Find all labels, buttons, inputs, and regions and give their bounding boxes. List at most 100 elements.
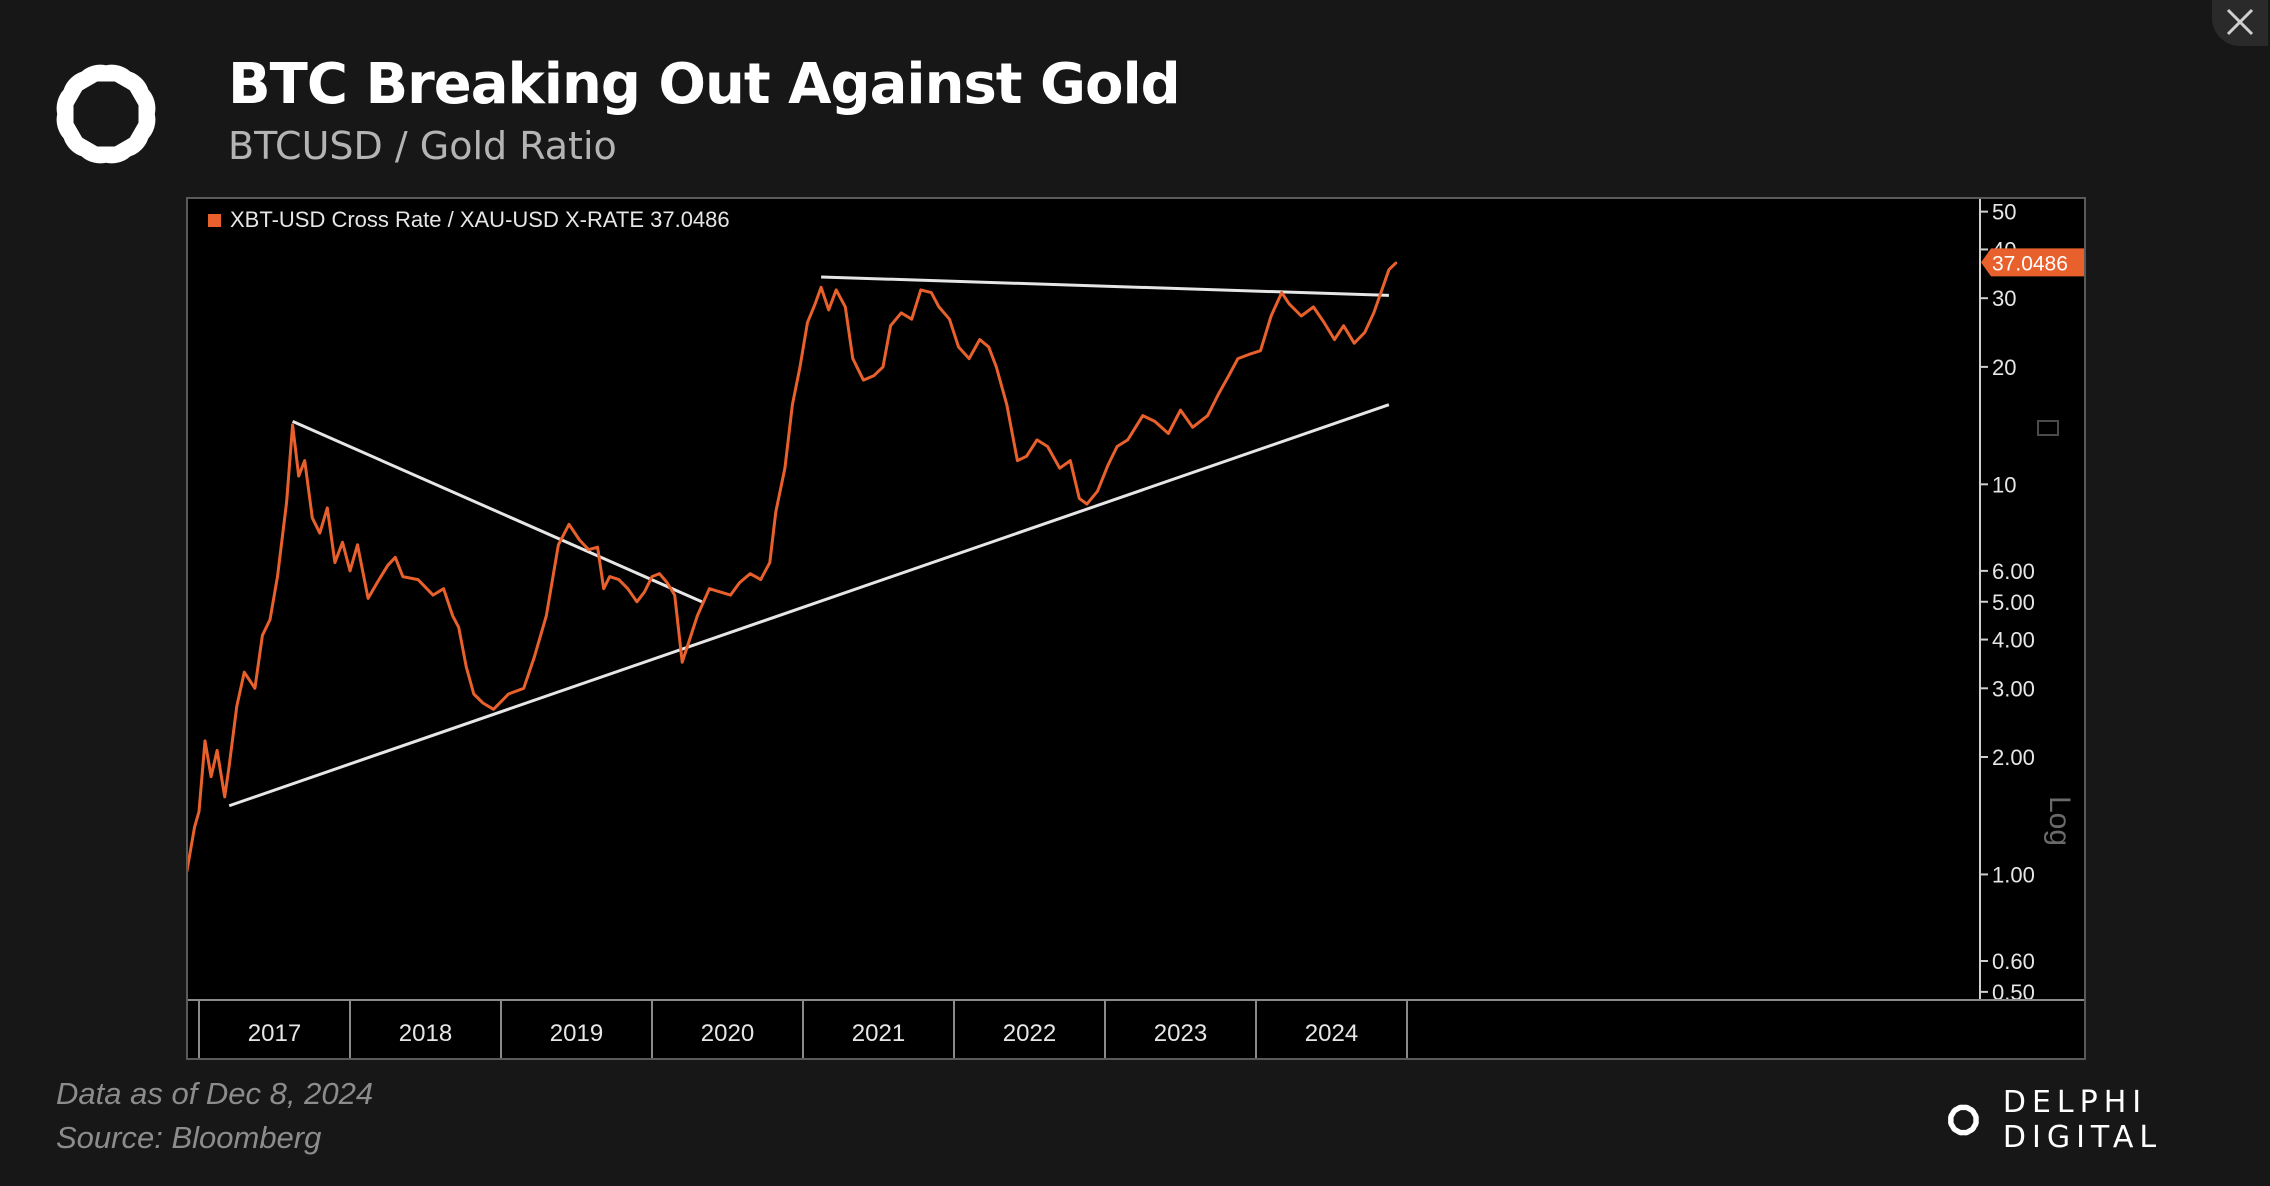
- data-point-77: [784, 467, 786, 470]
- data-point-14: [223, 796, 226, 798]
- axis-menu-icon[interactable]: [2037, 420, 2059, 436]
- data-point-30: [341, 541, 344, 544]
- data-point-130: [1312, 306, 1315, 308]
- data-point-49: [533, 656, 535, 659]
- data-point-93: [920, 289, 922, 291]
- data-point-83: [827, 309, 830, 311]
- data-point-100: [987, 346, 990, 348]
- trendline-3: [821, 275, 1389, 297]
- data-point-123: [1237, 357, 1239, 360]
- data-point-96: [948, 318, 951, 320]
- data-point-9: [193, 826, 196, 829]
- close-icon: [2226, 8, 2254, 36]
- chart-plot: 50403020106.005.004.003.002.001.000.600.…: [188, 199, 2084, 1058]
- data-point-40: [442, 587, 445, 590]
- series-line-1: [188, 261, 1398, 873]
- data-point-113: [1116, 445, 1118, 448]
- data-point-59: [627, 587, 629, 590]
- data-point-72: [738, 581, 741, 584]
- page-subtitle: BTCUSD / Gold Ratio: [228, 124, 617, 168]
- footer-source: Source: Bloomberg: [56, 1120, 322, 1155]
- data-point-111: [1096, 490, 1099, 493]
- data-point-36: [394, 556, 397, 559]
- data-point-79: [799, 366, 801, 368]
- data-point-132: [1333, 338, 1336, 341]
- y-tick-label: 1.00: [1992, 862, 2035, 887]
- close-button[interactable]: [2212, 0, 2268, 46]
- data-point-95: [938, 306, 940, 308]
- trendlines: [228, 275, 1390, 808]
- data-point-44: [473, 693, 475, 695]
- chart-frame: 50403020106.005.004.003.002.001.000.600.…: [186, 197, 2086, 1060]
- data-point-91: [900, 312, 902, 314]
- data-point-10: [198, 810, 200, 813]
- data-point-70: [719, 591, 721, 593]
- data-point-29: [334, 561, 336, 564]
- data-point-92: [910, 318, 913, 320]
- data-point-68: [696, 615, 699, 617]
- data-point-80: [806, 321, 809, 324]
- data-point-13: [216, 749, 218, 752]
- data-point-82: [820, 286, 822, 289]
- data-point-26: [311, 517, 314, 519]
- data-point-90: [889, 324, 892, 327]
- x-tick-label: 2019: [550, 1020, 603, 1047]
- data-point-15: [228, 764, 230, 767]
- data-point-71: [729, 594, 732, 596]
- y-tick-label: 4.00: [1992, 628, 2035, 653]
- data-point-32: [356, 544, 359, 546]
- data-point-115: [1142, 414, 1144, 417]
- data-point-112: [1107, 464, 1109, 466]
- data-point-69: [708, 587, 711, 590]
- data-point-12: [210, 775, 212, 778]
- data-point-134: [1353, 342, 1355, 344]
- x-tick-label: 2022: [1003, 1020, 1056, 1047]
- data-point-61: [643, 591, 646, 593]
- data-point-108: [1069, 459, 1072, 462]
- data-point-126: [1270, 315, 1272, 317]
- data-point-42: [457, 626, 460, 629]
- data-point-23: [291, 424, 294, 426]
- data-point-18: [254, 687, 256, 690]
- trendline-1: [228, 403, 1390, 808]
- data-point-39: [432, 594, 434, 596]
- data-point-139: [1395, 261, 1398, 264]
- data-point-110: [1086, 503, 1088, 505]
- data-point-52: [568, 523, 570, 526]
- y-axis: 50403020106.005.004.003.002.001.000.600.…: [1979, 199, 2035, 1005]
- data-point-103: [1016, 459, 1019, 462]
- legend-label: XBT-USD Cross Rate / XAU-USD X-RATE 37.0…: [230, 207, 730, 232]
- data-point-138: [1388, 268, 1390, 271]
- x-tick-label: 2020: [701, 1020, 754, 1047]
- data-point-87: [862, 379, 865, 381]
- data-point-55: [596, 546, 599, 548]
- legend-swatch: [208, 214, 221, 227]
- data-point-133: [1342, 324, 1345, 327]
- data-point-34: [376, 581, 378, 584]
- data-point-17: [243, 671, 246, 673]
- data-point-121: [1217, 393, 1220, 396]
- y-tick-label: 0.60: [1992, 949, 2035, 974]
- data-point-131: [1323, 321, 1325, 324]
- data-point-37: [402, 575, 404, 578]
- data-point-117: [1167, 432, 1170, 435]
- footer-date: Data as of Dec 8, 2024: [56, 1076, 374, 1111]
- data-point-81: [814, 303, 816, 305]
- delphi-knot-icon: [1948, 1104, 1979, 1136]
- data-point-129: [1300, 315, 1303, 317]
- data-point-35: [387, 564, 389, 567]
- data-point-137: [1382, 286, 1384, 289]
- x-tick-label: 2024: [1305, 1020, 1358, 1047]
- data-point-94: [930, 291, 933, 294]
- data-point-65: [673, 594, 676, 596]
- data-point-120: [1206, 414, 1209, 417]
- data-point-47: [507, 693, 510, 695]
- x-axis: 2017 2018 2019 2020 2021 2022 2023 2024: [188, 999, 2084, 1058]
- y-tick-label: 3.00: [1992, 676, 2035, 701]
- y-tick-label: 0.50: [1992, 980, 2035, 1005]
- data-point-67: [687, 643, 689, 645]
- data-point-105: [1036, 439, 1038, 441]
- data-point-74: [759, 578, 762, 581]
- y-tick-label: 5.00: [1992, 590, 2035, 615]
- data-point-97: [957, 346, 960, 348]
